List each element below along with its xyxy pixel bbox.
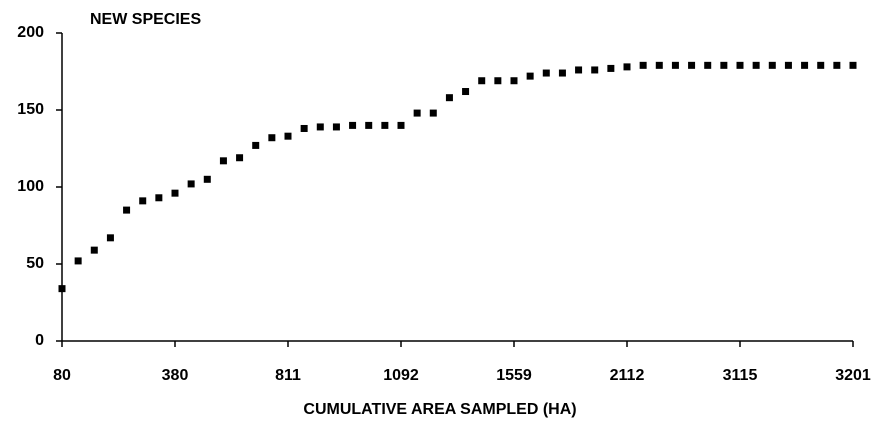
marker [300,124,308,132]
marker [187,180,195,188]
marker [252,141,260,149]
marker [833,61,841,69]
marker [849,61,857,69]
y-tick-label: 150 [17,101,44,118]
x-tick-label: 2112 [610,367,645,384]
marker [655,61,663,69]
x-tick-label: 1092 [383,367,419,384]
marker [801,61,809,69]
marker [494,77,502,85]
marker [332,123,340,131]
marker [123,206,131,214]
marker [365,121,373,129]
marker [510,77,518,85]
marker [526,72,534,80]
x-axis-title: CUMULATIVE AREA SAMPLED (HA) [303,401,576,418]
y-tick-label: 0 [35,332,44,349]
marker [219,157,227,165]
marker [720,61,728,69]
marker [106,234,114,242]
marker [349,121,357,129]
marker [704,61,712,69]
x-tick-label: 3115 [723,367,758,384]
marker [542,69,550,77]
x-tick-label: 811 [275,367,301,384]
marker [58,285,66,293]
x-tick-label: 1559 [496,367,532,384]
marker [768,61,776,69]
marker [236,154,244,162]
marker [752,61,760,69]
marker [74,257,82,265]
marker [591,66,599,74]
chart-title: NEW SPECIES [90,11,201,28]
marker [381,121,389,129]
marker [671,61,679,69]
marker [623,63,631,71]
marker [558,69,566,77]
marker [784,61,792,69]
marker [171,189,179,197]
marker [445,94,453,102]
marker [203,175,211,183]
x-tick-label: 80 [53,367,71,384]
marker [639,61,647,69]
marker [817,61,825,69]
y-tick-label: 50 [26,255,44,272]
x-tick-label: 380 [162,367,189,384]
marker [462,88,470,96]
marker [90,246,98,254]
marker [575,66,583,74]
marker [397,121,405,129]
marker [139,197,147,205]
marker [607,64,615,72]
marker [736,61,744,69]
marker [413,109,421,117]
x-tick-label: 3201 [835,367,871,384]
marker [268,134,276,142]
marker [155,194,163,202]
marker [429,109,437,117]
marker [478,77,486,85]
y-tick-label: 200 [17,24,44,41]
y-tick-label: 100 [17,178,44,195]
marker [284,132,292,140]
marker [316,123,324,131]
marker [688,61,696,69]
